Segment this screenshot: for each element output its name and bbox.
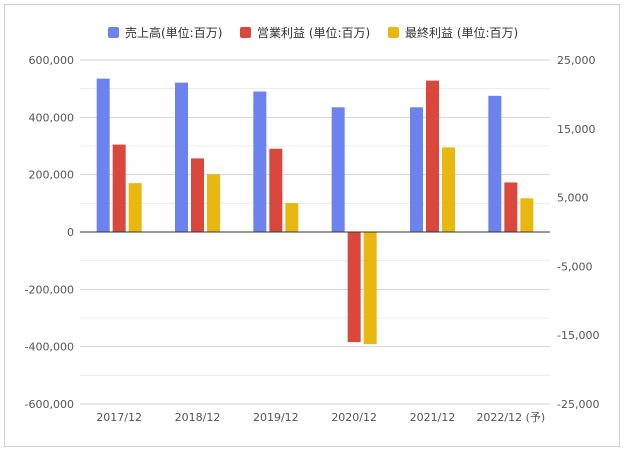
left-tick-label: 200,000: [29, 169, 75, 182]
legend-item-operating-profit[interactable]: 営業利益 (単位:百万): [240, 25, 370, 40]
bar-operating-profit: [191, 158, 204, 232]
right-tick-label: 5,000: [557, 192, 589, 205]
right-tick-label: -15,000: [557, 329, 599, 342]
right-tick-label: 25,000: [557, 54, 596, 67]
legend-item-net-profit[interactable]: 最終利益 (単位:百万): [388, 25, 518, 40]
right-tick-label: -25,000: [557, 398, 599, 411]
legend-label: 売上高(単位:百万): [125, 25, 222, 40]
right-axis: 25,000 15,000 5,000 -5,000 -15,000 -25,000: [557, 54, 599, 411]
left-tick-label: 600,000: [29, 54, 75, 67]
legend-swatch: [388, 27, 399, 38]
bar-operating-profit: [112, 144, 126, 232]
bars: [96, 78, 534, 345]
left-tick-label: -600,000: [25, 398, 74, 411]
bar-sales: [410, 107, 423, 232]
bar-net-profit: [285, 203, 299, 232]
bar-net-profit: [128, 183, 142, 232]
bar-sales: [175, 82, 188, 232]
x-tick-label: 2020/12: [331, 411, 377, 424]
bar-operating-profit: [426, 80, 439, 232]
bar-net-profit: [520, 198, 534, 232]
x-tick-label: 2017/12: [96, 411, 142, 424]
left-axis: 600,000 400,000 200,000 0 -200,000 -400,000 -6…: [25, 54, 74, 411]
bar-sales: [331, 107, 345, 232]
legend-label: 最終利益 (単位:百万): [405, 25, 518, 40]
legend-item-sales[interactable]: 売上高(単位:百万): [108, 25, 222, 40]
x-tick-label: 2018/12: [175, 411, 221, 424]
left-tick-label: 400,000: [29, 111, 75, 124]
bar-net-profit: [363, 232, 377, 345]
bar-sales: [488, 95, 502, 232]
legend-label: 営業利益 (単位:百万): [257, 25, 370, 40]
bar-sales: [96, 78, 110, 232]
x-tick-label: 2022/12 (予): [476, 411, 545, 424]
x-tick-label: 2019/12: [253, 411, 299, 424]
bar-operating-profit: [269, 148, 283, 232]
bar-sales: [253, 91, 267, 233]
left-tick-label: -200,000: [25, 283, 74, 296]
legend-swatch: [240, 27, 251, 38]
left-tick-label: -400,000: [25, 341, 74, 354]
bar-operating-profit: [504, 182, 518, 232]
x-tick-label: 2021/12: [410, 411, 456, 424]
grid-lines: [80, 59, 550, 405]
x-axis: 2017/12 2018/12 2019/12 2020/12 2021/12 2022/…: [96, 411, 545, 424]
bar-net-profit: [207, 174, 220, 232]
right-tick-label: 15,000: [557, 123, 596, 136]
bar-net-profit: [442, 147, 455, 232]
right-tick-label: -5,000: [557, 260, 592, 273]
left-tick-label: 0: [67, 226, 74, 239]
legend: 売上高(単位:百万) 営業利益 (単位:百万) 最終利益 (単位:百万): [108, 25, 518, 40]
bar-operating-profit: [347, 232, 361, 343]
legend-swatch: [108, 27, 119, 38]
